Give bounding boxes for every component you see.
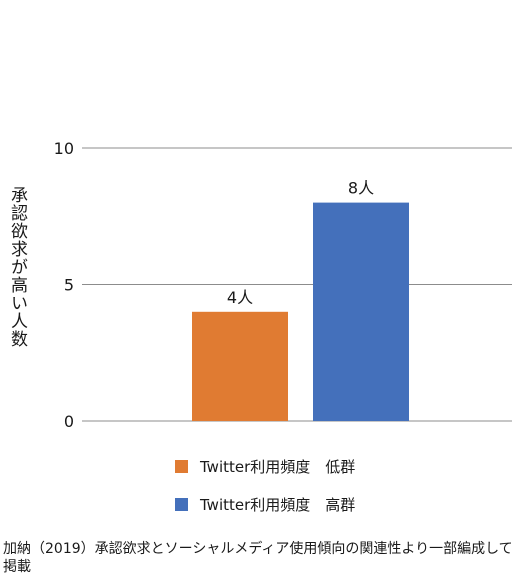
gridlines — [82, 147, 512, 422]
legend-item-low: Twitter利用頻度 低群 — [175, 455, 355, 477]
y-tick-0: 0 — [64, 412, 74, 431]
bar-1 — [313, 202, 409, 421]
legend: Twitter利用頻度 低群 Twitter利用頻度 高群 — [175, 455, 355, 531]
y-tick-5: 5 — [64, 276, 74, 295]
source-note: 加納（2019）承認欲求とソーシャルメディア使用傾向の関連性より一部編成して掲載 — [3, 541, 513, 575]
y-tick-labels: 0 5 10 — [54, 139, 74, 431]
legend-label-low: Twitter利用頻度 低群 — [200, 457, 356, 476]
bar-chart: 0 5 10 4人 8人 — [54, 139, 512, 431]
legend-label-high: Twitter利用頻度 高群 — [200, 495, 356, 514]
bar-label-1: 8人 — [348, 179, 374, 198]
legend-swatch-high — [175, 497, 188, 511]
y-tick-10: 10 — [54, 139, 74, 158]
bar-label-0: 4人 — [227, 288, 253, 307]
bar-0 — [192, 311, 288, 421]
bars — [192, 202, 409, 421]
y-axis-label: 承認欲求が高い人数 — [7, 186, 27, 348]
data-labels: 4人 8人 — [227, 179, 374, 307]
legend-item-high: Twitter利用頻度 高群 — [175, 493, 355, 515]
legend-swatch-low — [175, 459, 188, 473]
